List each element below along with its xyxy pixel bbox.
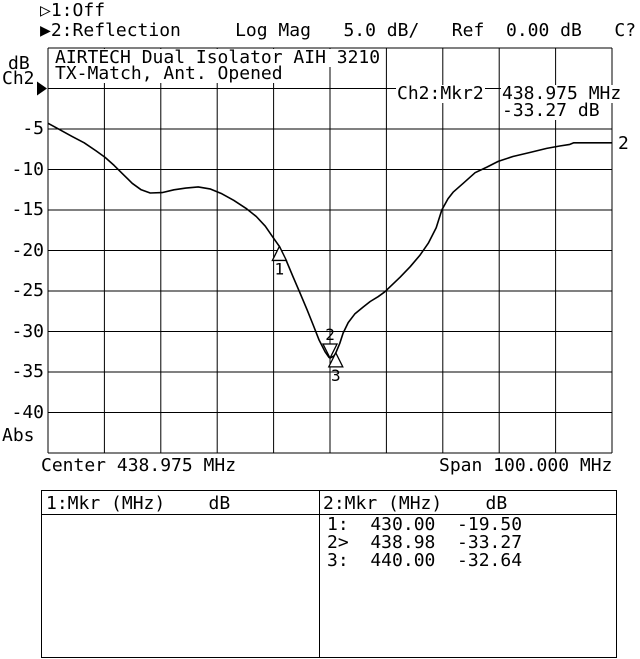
- marker-2-triangle-icon: [321, 343, 339, 360]
- marker-2-number-label: 2: [325, 325, 335, 344]
- marker-3-triangle-icon: [327, 351, 344, 368]
- marker-1-triangle-icon: [271, 244, 288, 262]
- marker-3-number-label: 3: [331, 366, 341, 385]
- marker-1-number-label: 1: [275, 259, 285, 278]
- trace-line: [47, 122, 613, 359]
- trace-number-label: 2: [618, 133, 629, 154]
- reference-level-pointer-icon: [37, 81, 47, 96]
